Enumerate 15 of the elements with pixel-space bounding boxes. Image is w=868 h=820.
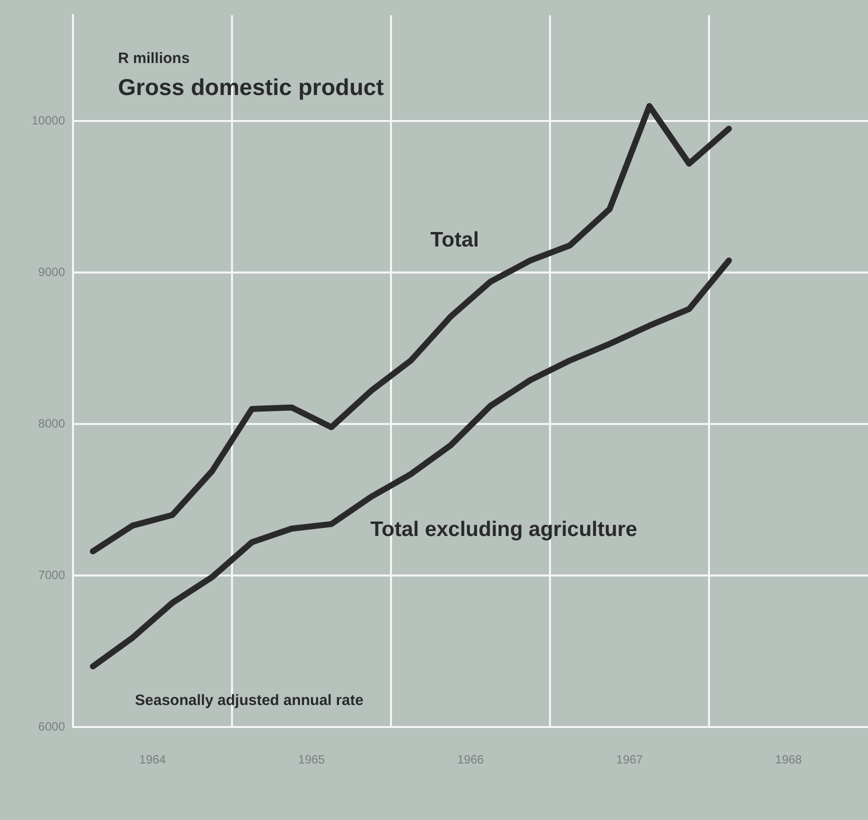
x-tick-label: 1968 bbox=[775, 752, 802, 767]
text: Gross domestic product bbox=[118, 74, 384, 100]
y-axis-title: R millions bbox=[118, 50, 190, 68]
y-tick-label: 9000 bbox=[38, 264, 66, 279]
x-tick-label: 1966 bbox=[457, 752, 484, 767]
x-tick-label: 1965 bbox=[298, 752, 326, 767]
series-label: Total bbox=[430, 228, 479, 252]
y-tick-label: 7000 bbox=[38, 568, 66, 582]
annotation: Seasonally adjusted annual rate bbox=[135, 692, 364, 709]
x-tick-label: 1967 bbox=[616, 752, 644, 767]
y-tick-label: 10000 bbox=[32, 114, 66, 128]
x-tick-label: 1964 bbox=[139, 752, 166, 767]
y-tick-label: 8000 bbox=[38, 416, 66, 430]
y-tick-label: 6000 bbox=[38, 719, 66, 734]
series-label: Total excluding agriculture bbox=[370, 518, 638, 541]
